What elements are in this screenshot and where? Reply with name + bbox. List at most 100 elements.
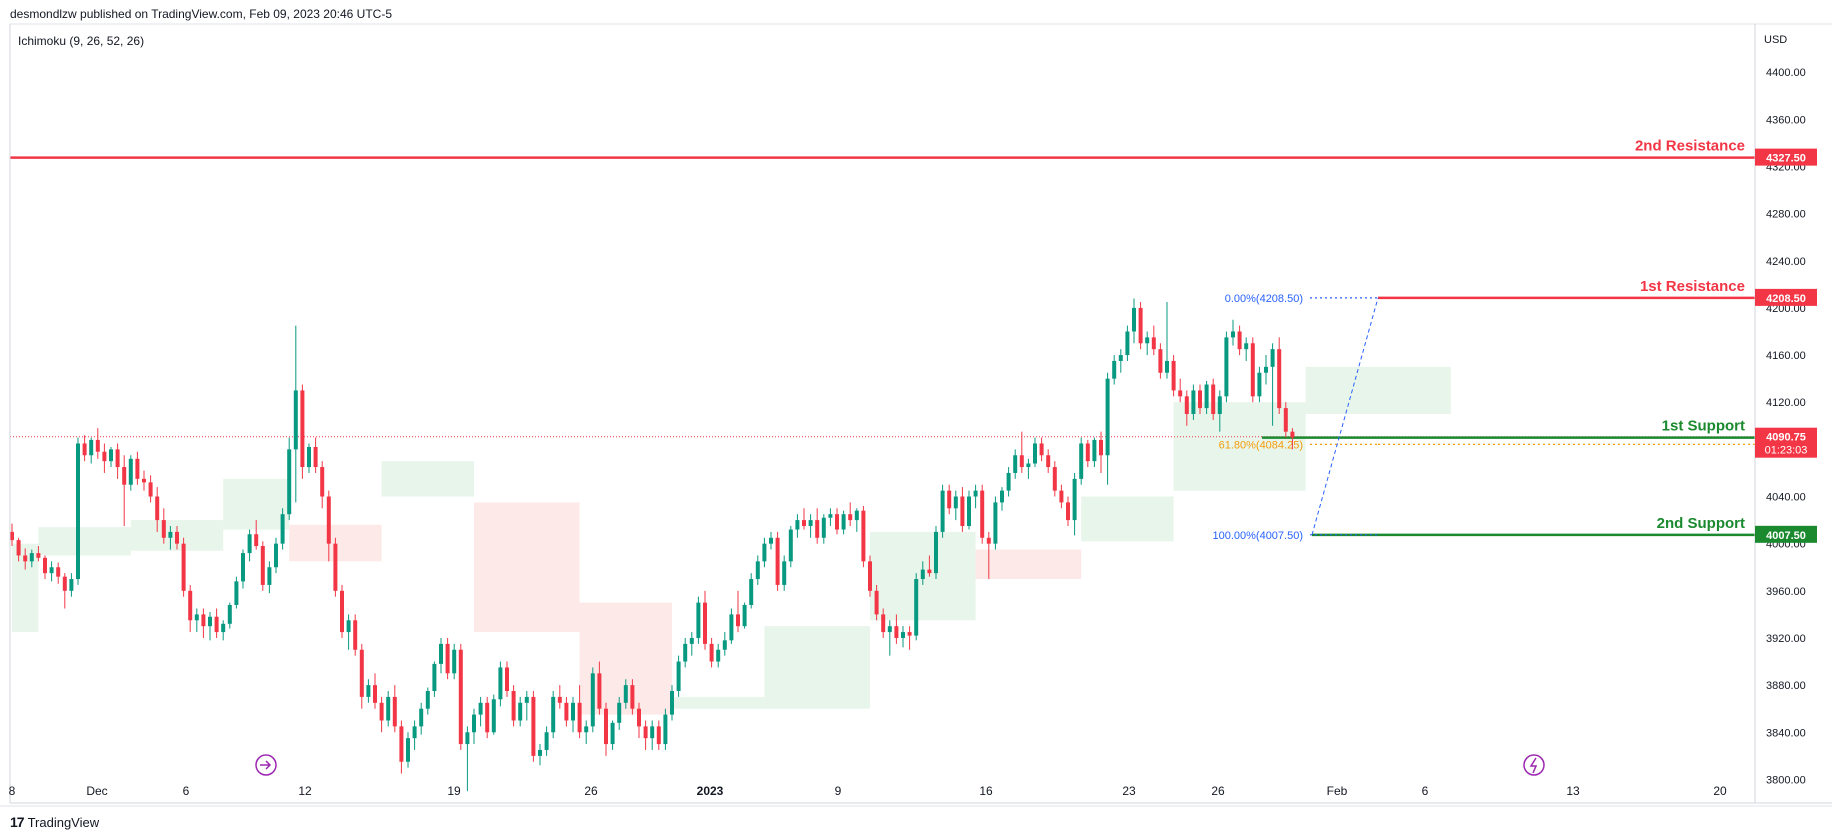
y-tick-label: 4040.00 xyxy=(1766,492,1806,504)
candle-body xyxy=(465,732,470,745)
indicator-label[interactable]: Ichimoku (9, 26, 52, 26) xyxy=(18,34,145,48)
candle-body xyxy=(452,649,457,674)
fib-level-label: 100.00%(4007.50) xyxy=(1212,530,1303,542)
candle-body xyxy=(973,490,978,497)
candle-body xyxy=(168,531,173,538)
candle-body xyxy=(346,620,351,633)
fib-level-label: 0.00%(4208.50) xyxy=(1225,293,1303,305)
candle-body xyxy=(1112,360,1117,379)
candle-body xyxy=(29,553,34,562)
level-name-label: 2nd Support xyxy=(1657,515,1745,532)
y-tick-label: 4240.00 xyxy=(1766,256,1806,268)
candle-body xyxy=(373,685,377,703)
candle-body xyxy=(194,614,199,621)
x-tick-label: 2023 xyxy=(697,784,724,798)
y-tick-label: 3960.00 xyxy=(1766,586,1806,598)
cloud-segment xyxy=(474,502,580,633)
candle-body xyxy=(1283,408,1288,432)
candle-body xyxy=(1052,467,1057,491)
candle-body xyxy=(1270,349,1275,367)
candle-body xyxy=(854,510,859,521)
candle-body xyxy=(280,514,285,544)
candle-body xyxy=(1066,502,1070,521)
candle-body xyxy=(214,616,219,633)
candle-body xyxy=(1000,490,1004,503)
candle-body xyxy=(1204,384,1209,409)
price-labels: 4327.504208.504090.004007.504090.7501:23… xyxy=(1755,148,1817,543)
candle-body xyxy=(142,478,146,483)
candle-body xyxy=(76,443,80,580)
candle-body xyxy=(788,529,793,562)
support-resistance-lines: 2nd Resistance 1st Resistance 1st Support 2… xyxy=(10,138,1755,537)
candle-body xyxy=(89,439,94,456)
candle-body xyxy=(637,708,641,727)
candle-body xyxy=(498,667,503,700)
candle-body xyxy=(109,449,113,462)
cloud-segment xyxy=(1173,402,1306,491)
fib-trend-line xyxy=(1311,297,1379,535)
candle-body xyxy=(934,531,938,574)
candle-body xyxy=(300,390,305,468)
candle-body xyxy=(861,510,866,562)
candle-body xyxy=(967,496,971,526)
candle-body xyxy=(1165,360,1169,373)
candle-body xyxy=(531,696,536,756)
candle-body xyxy=(623,685,628,703)
publisher-info: desmondlzw published on TradingView.com,… xyxy=(10,7,393,21)
y-tick-label: 3920.00 xyxy=(1766,633,1806,645)
cloud-segment xyxy=(1081,496,1174,542)
candle-body xyxy=(584,726,589,733)
candle-body xyxy=(1039,443,1044,456)
level-name-label: 1st Support xyxy=(1662,418,1745,435)
candle-body xyxy=(1151,337,1156,350)
candle-body xyxy=(1198,390,1202,409)
candle-body xyxy=(887,626,892,633)
event-arrow-glyph xyxy=(260,760,272,770)
candle-body xyxy=(683,643,688,662)
candle-body xyxy=(835,514,839,530)
cloud-segment xyxy=(672,696,765,709)
candle-body xyxy=(1059,490,1064,503)
candle-body xyxy=(247,534,252,554)
candle-body xyxy=(749,579,754,605)
candle-body xyxy=(960,496,965,526)
candle-body xyxy=(709,643,714,662)
candle-body xyxy=(736,614,740,627)
y-tick-label: 4400.00 xyxy=(1766,67,1806,79)
candle-body xyxy=(901,632,905,638)
candle-body xyxy=(82,443,87,456)
candle-body xyxy=(881,614,886,633)
candle-body xyxy=(419,708,424,727)
candle-body xyxy=(267,567,272,585)
candle-body xyxy=(742,604,747,627)
candle-body xyxy=(538,749,542,756)
candle-body xyxy=(551,696,556,733)
candle-body xyxy=(313,447,318,468)
event-arrow-icon xyxy=(255,754,277,776)
x-tick-label: 9 xyxy=(835,784,842,798)
candle-body xyxy=(340,590,344,633)
candle-body xyxy=(868,561,872,591)
x-tick-label: 8 xyxy=(9,784,16,798)
candle-body xyxy=(769,537,773,544)
candle-body xyxy=(755,561,760,580)
candle-body xyxy=(722,640,727,650)
y-tick-label: 4200.00 xyxy=(1766,303,1806,315)
candle-body xyxy=(260,546,265,585)
candle-body xyxy=(69,579,74,591)
y-tick-label: 3800.00 xyxy=(1766,774,1806,786)
candle-body xyxy=(366,685,371,697)
candle-body xyxy=(62,576,67,591)
candle-body xyxy=(406,738,410,762)
candle-body xyxy=(518,702,523,721)
candle-body xyxy=(1250,343,1255,397)
y-tick-label: 3840.00 xyxy=(1766,727,1806,739)
candle-body xyxy=(181,543,186,591)
cloud-segment xyxy=(38,527,131,556)
lightning-icon xyxy=(1523,754,1545,776)
candle-body xyxy=(841,514,846,530)
candle-body xyxy=(795,520,800,530)
candle-body xyxy=(425,691,430,709)
tradingview-logo[interactable]: 17 TradingView xyxy=(10,814,99,830)
